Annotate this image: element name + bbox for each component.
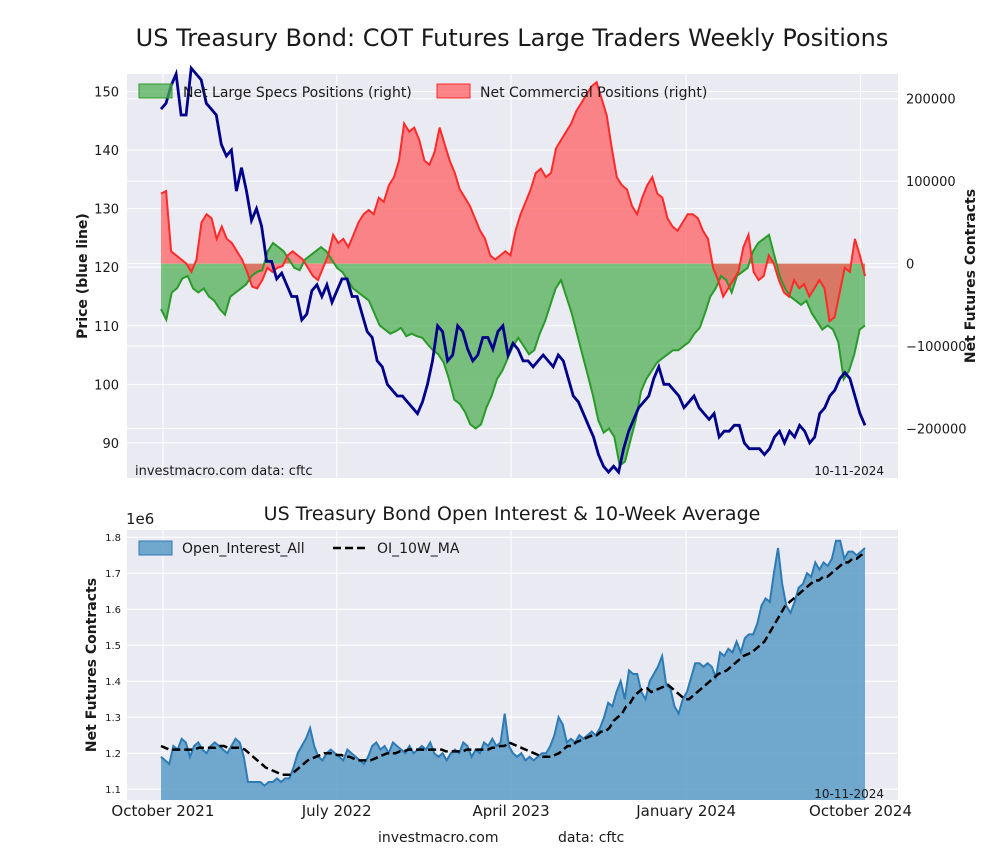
oi-tick-label: 1.5 xyxy=(105,641,121,652)
contracts-tick-label: 0 xyxy=(906,258,914,273)
positions-panel: 90 100 110 120 130 140 150 −200000 −100000 0 10000… xyxy=(75,64,979,479)
price-tick-label: 140 xyxy=(94,144,119,159)
oi-tick-label: 1.2 xyxy=(105,749,121,760)
bottom-footer-source: data: cftc xyxy=(558,830,624,846)
contracts-tick-label: −200000 xyxy=(906,423,967,438)
bottom-footer-date: 10-11-2024 xyxy=(814,787,884,801)
legend-label-oi: Open_Interest_All xyxy=(182,541,305,557)
oi-tick-label: 1.8 xyxy=(105,533,121,544)
main-chart-title: US Treasury Bond: COT Futures Large Trad… xyxy=(136,24,889,52)
x-tick-label: July 2022 xyxy=(301,802,372,820)
legend-label-commercial: Net Commercial Positions (right) xyxy=(480,85,707,101)
specs-area xyxy=(161,234,865,466)
commercial-line xyxy=(160,80,866,324)
price-tick-label: 110 xyxy=(94,320,119,335)
bottom-chart-title: US Treasury Bond Open Interest & 10-Week… xyxy=(264,503,761,525)
top-footer-source: investmacro.com data: cftc xyxy=(135,464,313,479)
commercial-area xyxy=(161,82,865,322)
price-tick-label: 90 xyxy=(102,437,119,452)
top-footer-date: 10-11-2024 xyxy=(814,464,884,478)
bottom-legend: Open_Interest_All OI_10W_MA xyxy=(138,540,460,557)
price-tick-label: 150 xyxy=(94,86,119,101)
legend-label-ma: OI_10W_MA xyxy=(377,541,460,557)
oi-tick-label: 1.6 xyxy=(105,605,121,616)
oi-axis-offset: 1e6 xyxy=(126,510,154,528)
oi-axis-title: Net Futures Contracts xyxy=(84,578,100,752)
contracts-tick-label: 200000 xyxy=(906,93,956,108)
x-tick-label: October 2024 xyxy=(809,802,912,820)
top-legend: Net Large Specs Positions (right) Net Com… xyxy=(138,83,707,101)
x-tick-label: April 2023 xyxy=(472,802,549,820)
moving-average-line xyxy=(160,552,866,777)
contracts-axis-title: Net Futures Contracts xyxy=(963,189,979,363)
x-tick-label: October 2021 xyxy=(111,802,214,820)
open-interest-panel: October 2021 July 2022 April 2023 January 2… xyxy=(84,503,912,820)
x-tick-label: January 2024 xyxy=(635,802,736,820)
oi-tick-label: 1.4 xyxy=(105,677,121,688)
contracts-tick-label: 100000 xyxy=(906,175,956,190)
contracts-tick-label: −100000 xyxy=(906,340,967,355)
open-interest-area xyxy=(161,540,865,800)
price-line xyxy=(159,64,867,476)
price-tick-label: 120 xyxy=(94,261,119,276)
oi-tick-label: 1.7 xyxy=(105,569,121,580)
oi-tick-label: 1.1 xyxy=(105,785,121,796)
legend-swatch-oi xyxy=(138,540,173,556)
legend-swatch-specs xyxy=(138,83,173,99)
legend-label-specs: Net Large Specs Positions (right) xyxy=(183,85,412,101)
bottom-footer-site: investmacro.com xyxy=(378,830,498,846)
price-axis-title: Price (blue line) xyxy=(75,213,91,339)
price-tick-label: 130 xyxy=(94,203,119,218)
legend-swatch-commercial xyxy=(436,83,471,99)
price-tick-label: 100 xyxy=(94,378,119,393)
oi-tick-label: 1.3 xyxy=(105,713,121,724)
open-interest-line xyxy=(160,539,866,787)
